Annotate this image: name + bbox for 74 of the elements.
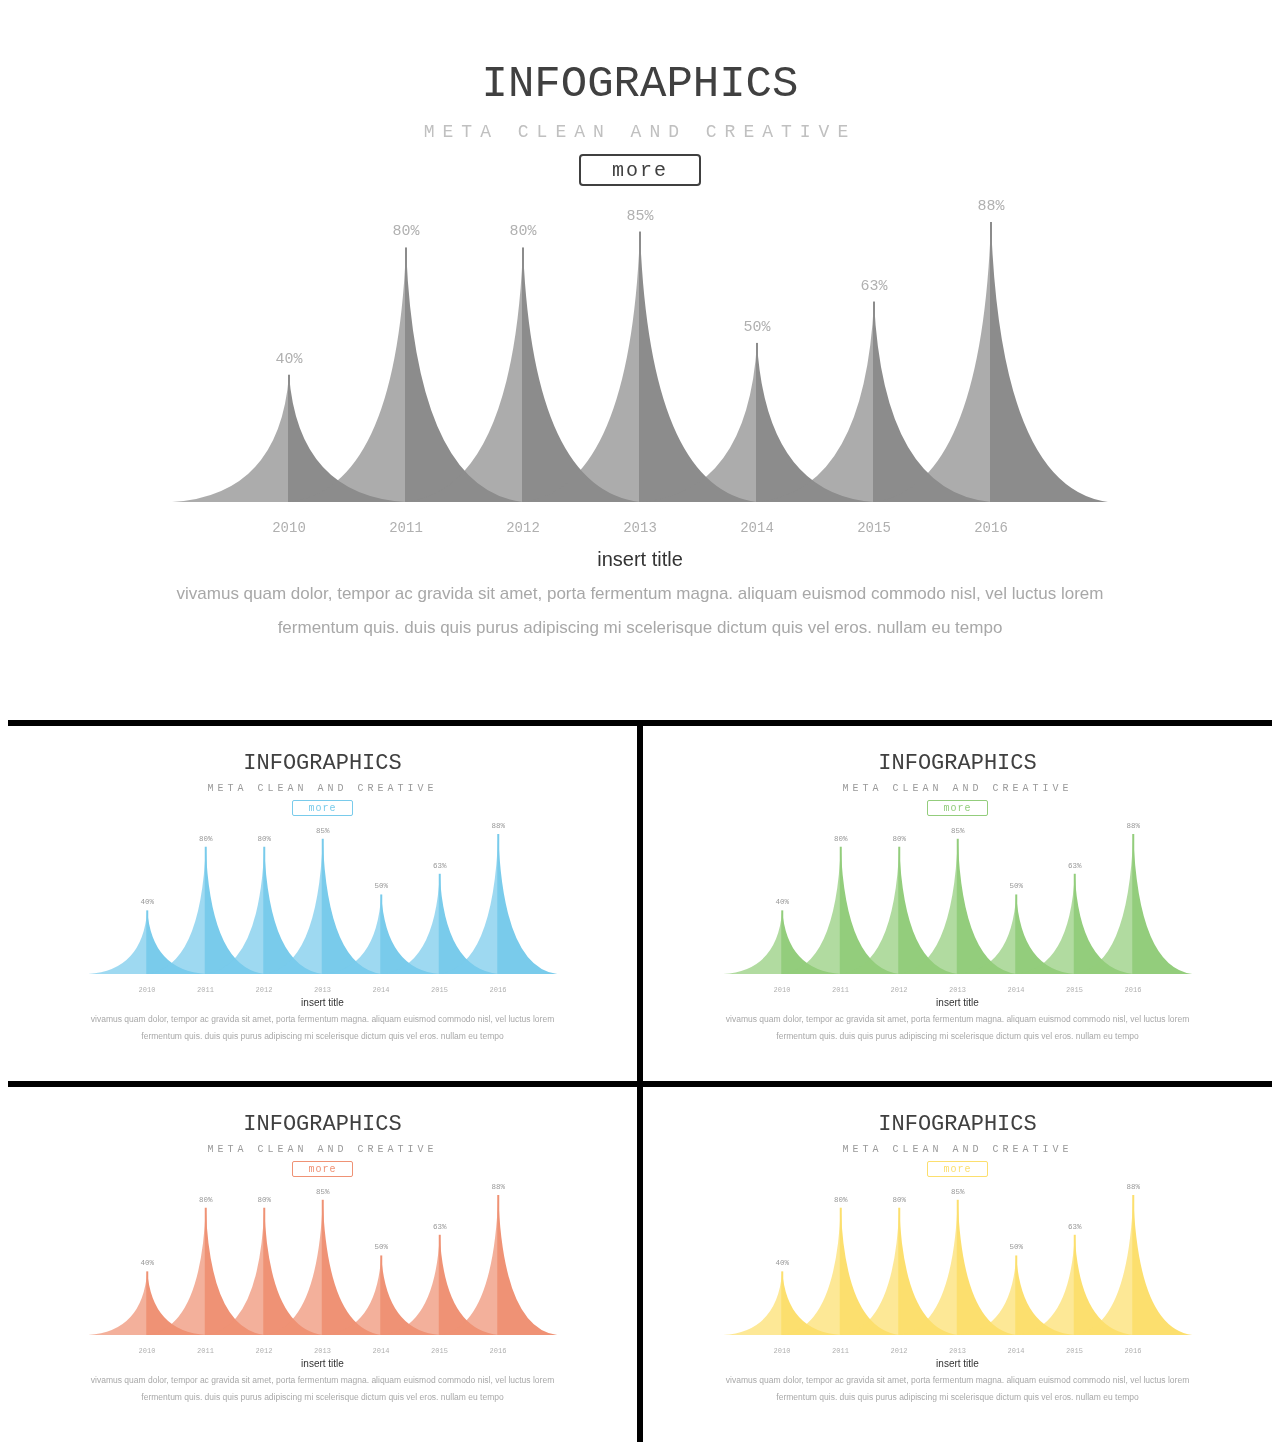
x-tick-label: 2011 [389, 520, 423, 537]
data-label: 80% [392, 223, 421, 241]
text: insert title [936, 997, 979, 1009]
bar [380, 1255, 383, 1336]
bar [956, 838, 959, 975]
bar [263, 1207, 266, 1336]
bar [522, 247, 524, 503]
bar [639, 231, 641, 503]
bar [380, 894, 383, 975]
bar [438, 873, 441, 975]
bar [405, 247, 407, 503]
chart-title: INFOGRAPHICS [481, 59, 799, 109]
bar [263, 846, 266, 975]
bar [438, 1234, 441, 1336]
chart-title: INFOGRAPHICS [243, 1112, 402, 1138]
text: more [579, 154, 701, 187]
bar [756, 343, 758, 503]
text: more [292, 1161, 353, 1178]
text: vivamus quam dolor, tempor ac gravida sit amet, porta fermentum magna. aliquam euismod commodo nisl, vel luctus lorem fermentum quis. duis quis purus adipiscing mi scelerisque dictum quis vel eros. nullam eu tempo [724, 1374, 1191, 1405]
bar [1132, 1195, 1135, 1336]
x-tick-label: 2014 [740, 520, 774, 537]
bar [839, 846, 842, 975]
bar [146, 1271, 149, 1336]
data-label: 85% [626, 207, 655, 225]
x-tick-label: 2013 [623, 520, 657, 537]
text: more [292, 800, 353, 817]
text: insert title [301, 997, 344, 1009]
bar [1132, 834, 1135, 975]
text: insert title [597, 548, 683, 572]
bar [781, 1271, 784, 1336]
data-label: 80% [509, 223, 538, 241]
chart-title: INFOGRAPHICS [878, 1112, 1037, 1138]
bar [873, 301, 875, 503]
bar [781, 910, 784, 975]
bar [204, 1207, 207, 1336]
chart-subtitle: META CLEAN AND CREATIVE [423, 122, 857, 143]
x-tick-label: 2012 [506, 520, 540, 537]
bar [956, 1199, 959, 1336]
text: insert title [936, 1358, 979, 1370]
chart-subtitle: META CLEAN AND CREATIVE [207, 783, 438, 795]
text: vivamus quam dolor, tempor ac gravida sit amet, porta fermentum magna. aliquam euismod commodo nisl, vel luctus lorem fermentum quis. duis quis purus adipiscing mi scelerisque dictum quis vel eros. nullam eu tempo [175, 583, 1105, 640]
text: more [927, 800, 988, 817]
text: vivamus quam dolor, tempor ac gravida sit amet, porta fermentum magna. aliquam euismod commodo nisl, vel luctus lorem fermentum quis. duis quis purus adipiscing mi scelerisque dictum quis vel eros. nullam eu tempo [89, 1374, 556, 1405]
text: insert title [301, 1358, 344, 1370]
bar [497, 834, 500, 975]
bar [898, 846, 901, 975]
data-label: 88% [977, 198, 1006, 216]
bar [1073, 1234, 1076, 1336]
bar [288, 375, 290, 503]
chart-subtitle: META CLEAN AND CREATIVE [842, 1144, 1073, 1156]
bar [1015, 894, 1018, 975]
x-tick-label: 2010 [272, 520, 306, 537]
bar [990, 222, 992, 503]
bar [321, 1199, 324, 1336]
data-label: 50% [743, 319, 772, 337]
bar [898, 1207, 901, 1336]
data-label: 40% [275, 351, 304, 369]
bar [497, 1195, 500, 1336]
text: vivamus quam dolor, tempor ac gravida sit amet, porta fermentum magna. aliquam euismod commodo nisl, vel luctus lorem fermentum quis. duis quis purus adipiscing mi scelerisque dictum quis vel eros. nullam eu tempo [89, 1013, 556, 1044]
bar [204, 846, 207, 975]
chart-subtitle: META CLEAN AND CREATIVE [207, 1144, 438, 1156]
data-label: 63% [860, 277, 889, 295]
bar [839, 1207, 842, 1336]
bar [321, 838, 324, 975]
chart-subtitle: META CLEAN AND CREATIVE [842, 783, 1073, 795]
chart-title: INFOGRAPHICS [878, 751, 1037, 777]
text: vivamus quam dolor, tempor ac gravida sit amet, porta fermentum magna. aliquam euismod commodo nisl, vel luctus lorem fermentum quis. duis quis purus adipiscing mi scelerisque dictum quis vel eros. nullam eu tempo [724, 1013, 1191, 1044]
chart-title: INFOGRAPHICS [243, 751, 402, 777]
x-tick-label: 2015 [857, 520, 891, 537]
bar [1073, 873, 1076, 975]
bar [146, 910, 149, 975]
x-tick-label: 2016 [974, 520, 1008, 537]
bar [1015, 1255, 1018, 1336]
text: more [927, 1161, 988, 1178]
